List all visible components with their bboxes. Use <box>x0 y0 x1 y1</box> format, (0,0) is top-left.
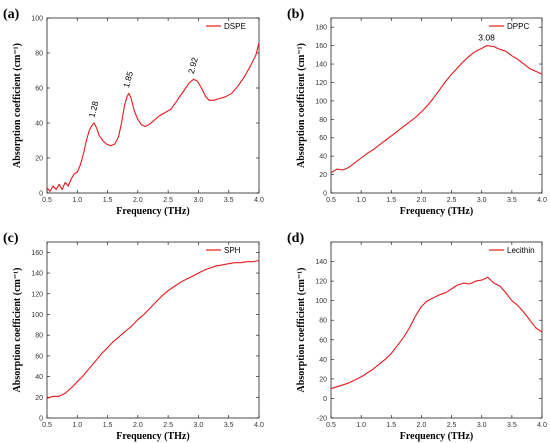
legend-entry: Lecithin <box>507 246 535 255</box>
x-tick-label: 1.5 <box>386 422 396 429</box>
panel-letter: (a) <box>3 7 20 22</box>
y-axis-title: Absorption coefficient (cm⁻¹) <box>12 268 23 393</box>
y-tick-label: 160 <box>315 43 327 50</box>
panel-letter: (b) <box>287 7 304 22</box>
x-tick-label: 3.0 <box>477 422 487 429</box>
y-tick-label: 40 <box>35 374 43 381</box>
x-tick-label: 1.0 <box>356 422 366 429</box>
y-tick-label: -20 <box>317 416 327 423</box>
x-tick-label: 2.5 <box>447 197 457 204</box>
x-tick-label: 1.0 <box>72 422 82 429</box>
y-tick-label: 20 <box>319 376 327 383</box>
y-tick-label: 0 <box>323 191 327 198</box>
y-tick-label: 60 <box>35 353 43 360</box>
x-tick-label: 1.5 <box>103 197 113 204</box>
y-tick-label: 40 <box>319 154 327 161</box>
y-tick-label: 20 <box>35 395 43 402</box>
x-tick-label: 3.5 <box>224 422 234 429</box>
y-tick-label: 60 <box>319 337 327 344</box>
y-tick-label: 0 <box>323 396 327 403</box>
y-tick-label: 80 <box>35 333 43 340</box>
legend-entry: SPH <box>224 246 241 255</box>
x-tick-label: 3.5 <box>224 197 234 204</box>
x-tick-label: 2.0 <box>133 422 143 429</box>
x-tick-label: 3.5 <box>507 422 517 429</box>
plot-frame <box>46 17 260 194</box>
y-tick-label: 0 <box>39 191 43 198</box>
chart-panel-3: (c) 0.5 1.0 1.5 2.0 2.5 3.0 3.5 4.0 0 20 40 60 80 100 1… <box>3 231 264 442</box>
x-tick-label: 1.0 <box>72 197 82 204</box>
x-tick-label: 0.5 <box>326 422 336 429</box>
peak-annotation: 3.08 <box>478 33 495 43</box>
x-tick-label: 3.0 <box>477 197 487 204</box>
peak-annotation: 2.92 <box>186 56 200 75</box>
y-axis-title: Absorption coefficient (cm⁻¹) <box>296 268 307 393</box>
y-tick-label: 100 <box>315 98 327 105</box>
peak-annotation: 1.85 <box>121 70 135 89</box>
y-tick-label: 100 <box>315 298 327 305</box>
y-tick-label: 60 <box>35 86 43 93</box>
x-tick-label: 3.0 <box>194 197 204 204</box>
plot-frame <box>46 241 260 419</box>
x-tick-label: 1.5 <box>386 197 396 204</box>
x-tick-label: 4.0 <box>537 422 547 429</box>
panel-letter: (c) <box>3 231 19 246</box>
series-line-dspe <box>46 42 260 192</box>
x-tick-label: 2.5 <box>447 422 457 429</box>
y-tick-label: 160 <box>31 250 43 257</box>
y-tick-label: 80 <box>319 318 327 325</box>
plot-frame <box>330 17 543 194</box>
x-tick-label: 1.5 <box>103 422 113 429</box>
x-axis-title: Frequency (THz) <box>400 206 473 217</box>
y-tick-label: 60 <box>319 135 327 142</box>
x-tick-label: 2.5 <box>163 422 173 429</box>
y-tick-label: 100 <box>31 16 43 23</box>
y-tick-label: 140 <box>315 62 327 69</box>
y-tick-label: 80 <box>35 51 43 58</box>
y-tick-label: 80 <box>319 117 327 124</box>
y-tick-label: 100 <box>31 312 43 319</box>
y-tick-label: 120 <box>31 291 43 298</box>
x-tick-label: 2.0 <box>417 422 427 429</box>
series-line-sph <box>46 260 260 399</box>
x-tick-label: 4.0 <box>537 197 547 204</box>
series-line-lecithin <box>330 276 543 390</box>
chart-panel-4: (d) 0.5 1.0 1.5 2.0 2.5 3.0 3.5 4.0 -20 0 20 40 60 80 1… <box>287 231 547 442</box>
y-tick-label: 120 <box>315 279 327 286</box>
legend-entry: DSPE <box>224 22 246 31</box>
y-tick-label: 20 <box>35 156 43 163</box>
x-tick-label: 4.0 <box>254 422 264 429</box>
chart-panel-2: (b) 0.5 1.0 1.5 2.0 2.5 3.0 3.5 4.0 0 20 40 60 80 100 1… <box>287 7 547 217</box>
x-tick-label: 2.0 <box>417 197 427 204</box>
y-tick-label: 40 <box>35 121 43 128</box>
peak-annotation: 1.28 <box>87 100 101 119</box>
x-tick-label: 1.0 <box>356 197 366 204</box>
x-tick-label: 0.5 <box>326 197 336 204</box>
x-axis-title: Frequency (THz) <box>116 431 189 442</box>
plot-frame <box>330 241 543 419</box>
x-tick-label: 2.0 <box>133 197 143 204</box>
x-tick-label: 0.5 <box>42 422 52 429</box>
y-axis-title: Absorption coefficient (cm⁻¹) <box>296 43 307 168</box>
y-tick-label: 20 <box>319 172 327 179</box>
y-tick-label: 140 <box>315 259 327 266</box>
y-tick-label: 140 <box>31 271 43 278</box>
x-tick-label: 4.0 <box>254 197 264 204</box>
y-tick-label: 180 <box>315 25 327 32</box>
x-axis-title: Frequency (THz) <box>116 206 189 217</box>
y-axis-title: Absorption coefficient (cm⁻¹) <box>12 43 23 168</box>
legend-entry: DPPC <box>507 22 529 31</box>
x-tick-label: 3.0 <box>194 422 204 429</box>
panel-letter: (d) <box>287 231 304 246</box>
x-tick-label: 2.5 <box>163 197 173 204</box>
y-tick-label: 120 <box>315 80 327 87</box>
series-line-dppc <box>330 45 543 174</box>
y-tick-label: 40 <box>319 357 327 364</box>
y-tick-label: 0 <box>39 416 43 423</box>
chart-panel-1: (a) 0.5 1.0 1.5 2.0 2.5 3.0 3.5 4.0 0 20 40 60 80 100 F… <box>3 7 264 217</box>
x-axis-title: Frequency (THz) <box>400 431 473 442</box>
x-tick-label: 0.5 <box>42 197 52 204</box>
x-tick-label: 3.5 <box>507 197 517 204</box>
